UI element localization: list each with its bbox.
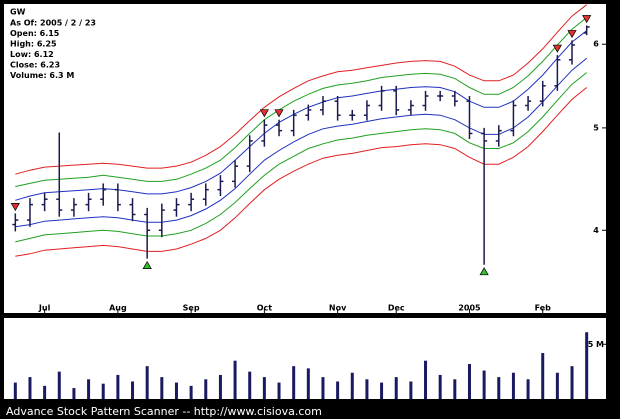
- band-line: [15, 87, 588, 257]
- footer: Advance Stock Pattern Scanner -- http://…: [6, 405, 322, 418]
- info-line: Volume: 6.3 M: [10, 71, 74, 80]
- volume-bar: [453, 379, 457, 399]
- volume-bar: [13, 382, 17, 399]
- volume-bar: [57, 371, 61, 399]
- volume-bar: [116, 374, 120, 399]
- band-line: [15, 72, 588, 243]
- volume-bar: [585, 332, 589, 399]
- volume-bar: [482, 370, 486, 399]
- sell-signal: [259, 109, 269, 118]
- sell-signal: [567, 30, 577, 39]
- volume-bar: [277, 382, 281, 399]
- volume-bar: [570, 366, 574, 399]
- volume-panel: [4, 318, 606, 399]
- info-line: Low: 6.12: [10, 50, 54, 59]
- buy-signal: [142, 260, 152, 270]
- volume-bar: [321, 377, 325, 399]
- volume-bar: [204, 379, 208, 399]
- info-line: Close: 6.23: [10, 61, 60, 70]
- volume-bar: [541, 353, 545, 399]
- volume-bar: [467, 363, 471, 399]
- sell-signal: [10, 203, 20, 212]
- volume-bar: [350, 372, 354, 399]
- band-line: [15, 57, 588, 228]
- x-tick-label: Aug: [109, 304, 127, 313]
- volume-bar: [248, 371, 252, 399]
- volume-bar: [365, 379, 369, 399]
- x-tick-label: Sep: [183, 304, 200, 313]
- sell-signal: [552, 44, 562, 53]
- info-line: Open: 6.15: [10, 29, 60, 38]
- volume-bar: [526, 379, 530, 399]
- volume-bar: [394, 377, 398, 399]
- band-line: [15, 17, 588, 187]
- volume-bar: [511, 372, 515, 399]
- volume-bar: [380, 382, 384, 399]
- y-tick-label: 4: [593, 226, 599, 235]
- volume-bar: [131, 381, 135, 399]
- volume-bar: [145, 366, 149, 399]
- band-line: [15, 30, 588, 201]
- info-line: As Of: 2005 / 2 / 23: [10, 19, 96, 28]
- volume-bar: [72, 388, 76, 399]
- volume-bar: [174, 382, 178, 399]
- volume-bar: [218, 374, 222, 399]
- buy-signal: [479, 267, 489, 276]
- price-panel: [4, 4, 606, 313]
- volume-bar: [43, 385, 47, 399]
- volume-bar: [555, 372, 559, 399]
- x-tick-label: Dec: [388, 304, 405, 313]
- volume-bar: [189, 385, 193, 399]
- volume-bar: [160, 377, 164, 399]
- volume-bar: [438, 374, 442, 399]
- x-tick-label: Feb: [535, 304, 552, 313]
- y-tick-label: 6: [593, 40, 599, 49]
- volume-bar: [409, 381, 413, 399]
- volume-bar: [101, 383, 105, 399]
- x-tick-label: 2005: [458, 304, 481, 313]
- volume-bar: [262, 377, 266, 399]
- sell-signal: [274, 109, 284, 118]
- volume-bar: [87, 379, 91, 399]
- volume-bar: [292, 366, 296, 399]
- volume-bar: [28, 377, 32, 399]
- x-tick-label: Nov: [329, 304, 347, 313]
- volume-bar: [497, 377, 501, 399]
- y-tick-label: 5 M: [588, 340, 604, 349]
- x-tick-label: Jul: [38, 304, 51, 313]
- volume-bar: [306, 368, 310, 399]
- volume-bar: [336, 381, 340, 399]
- sell-signal: [582, 15, 592, 24]
- volume-bar: [424, 360, 428, 399]
- volume-bar: [233, 360, 237, 399]
- chart-title: GW: [10, 8, 26, 17]
- info-line: High: 6.25: [10, 40, 57, 49]
- y-tick-label: 5: [593, 123, 599, 132]
- x-tick-label: Oct: [257, 304, 273, 313]
- band-line: [15, 4, 588, 175]
